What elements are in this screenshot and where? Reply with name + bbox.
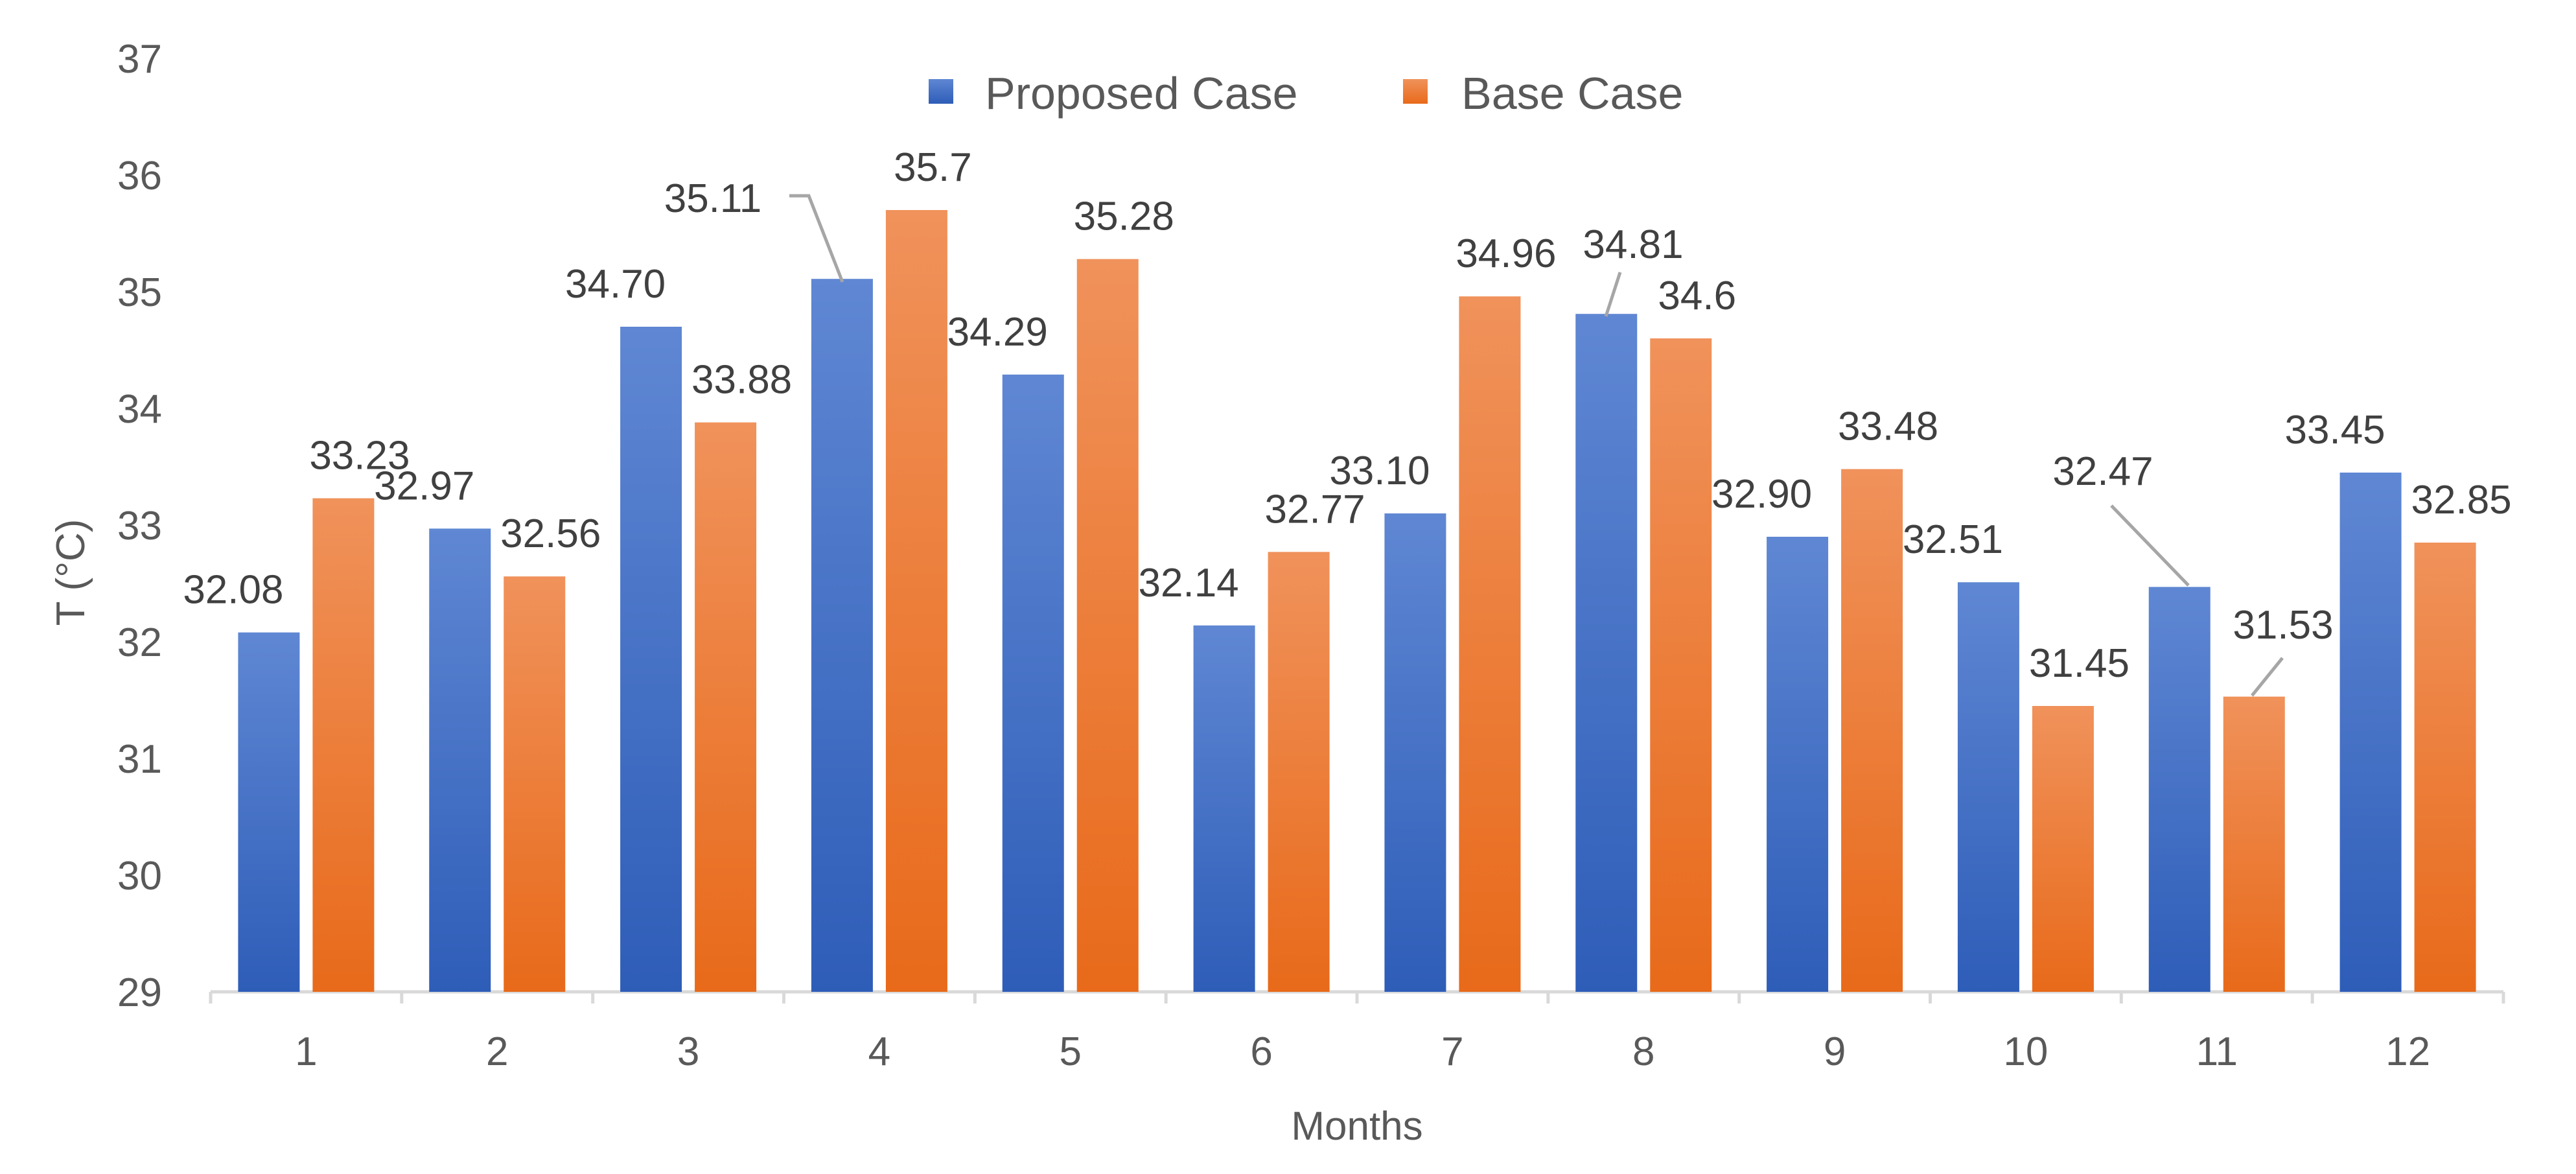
bar-proposed-case-month-12 [2339,473,2402,992]
bar-base-case-month-10 [2032,706,2094,992]
data-label-proposed-case-month-5: 34.29 [947,310,1048,355]
data-label-base-case-month-7: 34.96 [1456,231,1556,276]
data-label-proposed-case-month-1: 32.08 [183,568,283,613]
data-label-proposed-case-month-11: 32.47 [2052,449,2153,494]
data-label-base-case-month-12: 32.85 [2411,478,2512,522]
bar-base-case-month-3 [695,422,757,992]
y-axis-title: T (°C) [49,519,93,626]
data-label-base-case-month-8: 34.6 [1658,274,1736,318]
x-tick-label: 4 [868,1029,890,1074]
y-tick-label: 31 [117,737,162,782]
leader-line [789,194,844,283]
data-label-base-case-month-10: 31.45 [2029,641,2129,686]
y-tick-label: 30 [117,854,162,898]
data-label-base-case-month-11: 31.53 [2233,603,2333,648]
bar-base-case-month-8 [1650,338,1712,992]
x-tick-label: 2 [486,1029,508,1074]
x-axis: 1 2 3 4 5 6 7 8 9 10 11 12 [209,990,2505,1074]
legend-label-proposed-case: Proposed Case [985,68,1298,119]
bar-base-case-month-6 [1268,552,1330,992]
y-tick-label: 32 [117,620,162,665]
y-tick-label: 36 [117,154,162,198]
leader-line [2251,657,2284,697]
y-axis-ticks: 29 30 31 32 33 34 35 36 37 [117,37,162,1015]
x-tick-label: 1 [295,1029,317,1074]
y-tick-label: 37 [117,37,162,82]
x-tick-label: 6 [1250,1029,1272,1074]
bar-proposed-case-month-5 [1002,374,1064,992]
leader-line [1604,272,1622,317]
data-label-base-case-month-3: 33.88 [691,358,792,403]
x-tick-label: 11 [2196,1029,2238,1074]
bar-base-case-month-11 [2223,696,2285,992]
bar-base-case-month-5 [1076,259,1139,992]
data-label-proposed-case-month-6: 32.14 [1139,561,1239,605]
x-tick-label: 8 [1632,1029,1654,1074]
bar-proposed-case-month-10 [1957,582,2019,992]
x-tick-label: 3 [677,1029,699,1074]
bar-proposed-case-month-2 [429,528,491,992]
y-tick-label: 33 [117,504,162,548]
data-label-base-case-month-1: 33.23 [309,434,410,478]
bar-base-case-month-7 [1459,296,1521,992]
bar-proposed-case-month-3 [620,327,682,992]
legend-label-base-case: Base Case [1461,68,1683,119]
data-label-base-case-month-6: 32.77 [1265,487,1365,532]
data-label-proposed-case-month-7: 33.10 [1329,449,1430,493]
legend-swatch-base-case [1403,79,1428,104]
bar-proposed-case-month-8 [1575,314,1638,992]
bar-base-case-month-4 [885,210,947,992]
bar-base-case-month-2 [504,576,566,992]
x-tick-label: 9 [1824,1029,1846,1074]
data-label-base-case-month-4: 35.7 [894,145,972,190]
x-tick-label: 5 [1060,1029,1082,1074]
bar-proposed-case-month-11 [2148,587,2210,992]
y-tick-label: 35 [117,270,162,315]
data-label-proposed-case-month-8: 34.81 [1583,222,1683,267]
bar-base-case-month-12 [2414,543,2476,992]
bar-proposed-case-month-9 [1767,537,1829,992]
bar-base-case-month-1 [312,498,375,992]
bar-proposed-case-month-4 [811,279,873,992]
data-label-proposed-case-month-4: 35.11 [664,176,762,221]
bar-proposed-case-month-1 [238,632,300,992]
x-tick-label: 12 [2385,1029,2430,1074]
data-label-base-case-month-2: 32.56 [500,511,601,556]
data-labels: 32.08 32.97 34.70 35.11 34.29 32.14 33.10 34.81… [183,145,2512,697]
bar-proposed-case-month-7 [1384,513,1446,992]
bar-base-case-month-9 [1841,469,1903,992]
data-label-proposed-case-month-3: 34.70 [565,262,666,307]
y-tick-label: 29 [117,970,162,1015]
bar-proposed-case-month-6 [1193,625,1255,992]
y-tick-label: 34 [117,387,162,432]
data-label-proposed-case-month-12: 33.45 [2285,408,2385,452]
legend: Proposed Case Base Case [929,68,1683,119]
data-label-proposed-case-month-9: 32.90 [1712,472,1812,517]
data-label-proposed-case-month-10: 32.51 [1903,517,2003,562]
bars [238,210,2476,992]
data-label-proposed-case-month-2: 32.97 [374,464,474,508]
data-label-base-case-month-9: 33.48 [1838,405,1938,449]
data-label-base-case-month-5: 35.28 [1074,194,1174,239]
legend-swatch-proposed-case [929,79,953,104]
x-tick-label: 10 [2003,1029,2048,1074]
x-tick-label: 7 [1441,1029,1463,1074]
leader-line [2110,504,2190,587]
x-axis-title: Months [1291,1104,1422,1149]
